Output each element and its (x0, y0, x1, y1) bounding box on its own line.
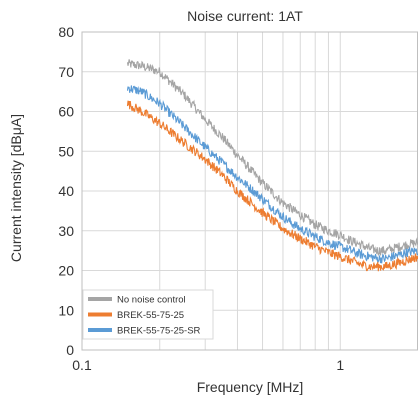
series-line-0 (126, 59, 418, 256)
series-lines (126, 59, 418, 272)
legend: No noise control BREK-55-75-25 BREK-55-75-… (82, 289, 214, 340)
legend-label: No noise control (117, 295, 186, 306)
y-tick-label: 0 (66, 342, 74, 358)
y-tick-label: 50 (58, 143, 74, 159)
y-tick-label: 60 (58, 104, 74, 120)
x-axis-label: Frequency [MHz] (197, 379, 304, 395)
y-tick-label: 80 (58, 24, 74, 40)
y-tick-label: 70 (58, 64, 74, 80)
y-tick-label: 20 (58, 263, 74, 279)
legend-label: BREK-55-75-25 (117, 310, 184, 321)
grid (82, 31, 418, 351)
series-line-2 (126, 85, 418, 264)
series-line-1 (126, 100, 418, 272)
y-tick-label: 10 (58, 302, 74, 318)
x-tick-labels: 0.1 1 (72, 357, 344, 373)
y-tick-label: 30 (58, 223, 74, 239)
y-tick-label: 40 (58, 183, 74, 199)
chart-title: Noise current: 1AT (187, 8, 303, 24)
y-tick-labels: 0 10 20 30 40 50 60 70 80 (58, 24, 74, 358)
legend-label: BREK-55-75-25-SR (117, 326, 201, 337)
x-tick-label: 0.1 (72, 357, 92, 373)
y-axis-label: Current intensity [dBμA] (8, 114, 24, 262)
x-tick-label: 1 (336, 357, 344, 373)
